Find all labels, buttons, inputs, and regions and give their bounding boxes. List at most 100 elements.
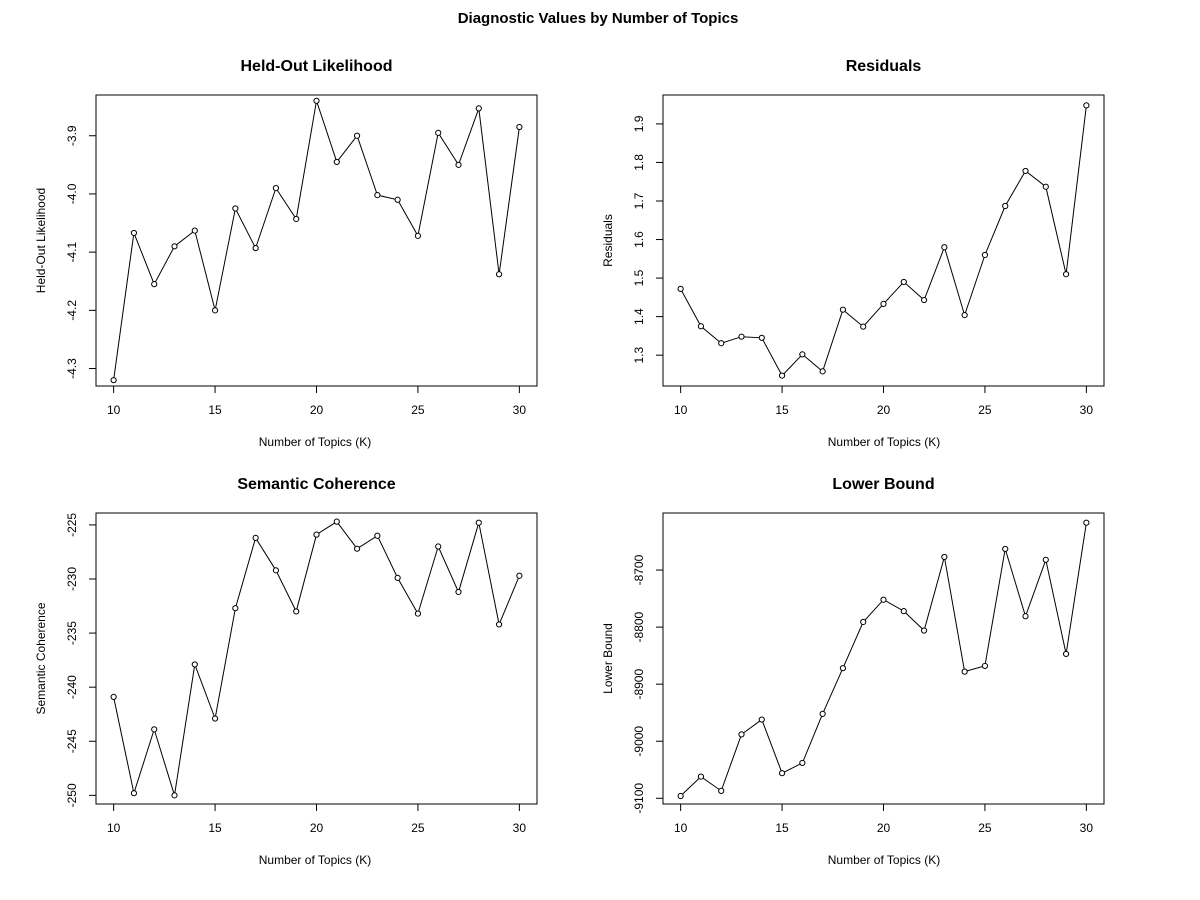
data-point xyxy=(981,251,989,259)
y-tick-label: -8900 xyxy=(632,669,646,700)
x-tick-label: 20 xyxy=(877,403,891,417)
data-point xyxy=(758,334,765,341)
x-tick-label: 25 xyxy=(978,821,992,835)
data-point xyxy=(981,662,989,670)
figure-title: Diagnostic Values by Number of Topics xyxy=(458,10,739,27)
y-tick-label: -9100 xyxy=(632,783,646,814)
data-point xyxy=(900,278,907,286)
data-point xyxy=(758,716,765,723)
plot-frame xyxy=(662,512,1105,805)
data-point xyxy=(1022,613,1029,620)
data-point xyxy=(272,185,280,192)
data-point xyxy=(455,161,462,168)
y-tick-label: 1.4 xyxy=(632,308,646,325)
data-point xyxy=(1083,519,1090,526)
x-tick-label: 20 xyxy=(310,821,324,835)
data-point xyxy=(171,243,178,250)
data-point xyxy=(353,132,361,139)
x-axis-label: Number of Topics (K) xyxy=(259,435,371,449)
data-point xyxy=(1042,556,1049,563)
data-point xyxy=(516,123,523,131)
y-tick-label: -235 xyxy=(65,621,79,645)
y-tick-label: 1.5 xyxy=(632,269,646,286)
data-point xyxy=(1002,545,1009,553)
data-point xyxy=(394,196,401,203)
data-point xyxy=(110,693,117,701)
data-point xyxy=(860,618,867,626)
x-tick-label: 30 xyxy=(1080,821,1094,835)
plot-frame xyxy=(95,512,538,805)
x-tick-label: 15 xyxy=(775,821,789,835)
series-line xyxy=(113,521,520,796)
data-point xyxy=(435,129,442,136)
panel-residuals: Residuals 10 15 20 25 30 1.3 1.4 1.5 1.6 1.7 1.8 1.9… xyxy=(601,58,1105,449)
data-point xyxy=(920,296,928,304)
y-axis-label: Residuals xyxy=(601,214,615,267)
data-point xyxy=(941,553,948,561)
data-point xyxy=(293,215,300,223)
data-point xyxy=(475,519,482,526)
data-point xyxy=(961,668,968,675)
y-tick-label: 1.6 xyxy=(632,231,646,248)
data-point xyxy=(697,773,705,780)
data-point xyxy=(252,534,259,541)
data-point xyxy=(475,105,482,112)
panel-title: Semantic Coherence xyxy=(237,476,395,493)
x-tick-label: 20 xyxy=(877,821,891,835)
data-point xyxy=(718,787,725,794)
data-point xyxy=(738,333,745,340)
y-tick-label: -8700 xyxy=(632,554,646,585)
data-point xyxy=(839,665,847,672)
y-tick-label: -9000 xyxy=(632,726,646,757)
data-point xyxy=(799,759,806,767)
y-tick-label: 1.3 xyxy=(632,347,646,364)
data-point xyxy=(374,192,381,199)
data-point xyxy=(697,323,705,330)
panel-title: Lower Bound xyxy=(832,476,934,493)
data-point xyxy=(272,567,280,574)
data-point xyxy=(171,792,178,799)
plot-frame xyxy=(662,94,1105,387)
data-point xyxy=(900,608,907,615)
data-point xyxy=(151,726,158,733)
data-point xyxy=(880,300,887,308)
x-tick-label: 25 xyxy=(411,821,425,835)
data-point xyxy=(333,158,340,166)
x-tick-label: 10 xyxy=(107,403,121,417)
data-point xyxy=(1062,271,1070,278)
y-axis-label: Held-Out Likelihood xyxy=(34,188,48,293)
x-tick-label: 15 xyxy=(208,403,222,417)
data-point xyxy=(1062,650,1070,658)
x-axis-label: Number of Topics (K) xyxy=(828,435,940,449)
data-point xyxy=(130,229,138,237)
data-point xyxy=(232,605,239,612)
data-point xyxy=(1002,202,1009,210)
panel-title: Residuals xyxy=(846,58,922,75)
data-point xyxy=(211,307,219,314)
y-tick-label: -4.3 xyxy=(65,358,79,379)
data-point xyxy=(435,543,442,550)
data-point xyxy=(313,531,320,538)
panel-lower-bound: Lower Bound 10 15 20 25 30 -9100 -9000 -8900 -880… xyxy=(601,476,1105,867)
data-point xyxy=(819,368,826,375)
x-axis-label: Number of Topics (K) xyxy=(828,853,940,867)
y-tick-label: -240 xyxy=(65,675,79,699)
x-axis-label: Number of Topics (K) xyxy=(259,853,371,867)
data-point xyxy=(738,731,745,738)
x-tick-label: 30 xyxy=(1080,403,1094,417)
y-tick-label: 1.7 xyxy=(632,192,646,209)
y-tick-label: 1.9 xyxy=(632,115,646,132)
data-point xyxy=(778,372,786,379)
data-point xyxy=(313,97,320,104)
y-axis-label: Lower Bound xyxy=(601,623,615,694)
data-point xyxy=(799,351,806,358)
data-point xyxy=(333,518,340,525)
data-point xyxy=(1022,167,1029,175)
data-point xyxy=(191,227,198,234)
panel-title: Held-Out Likelihood xyxy=(241,58,393,75)
data-point xyxy=(1083,102,1090,109)
data-point xyxy=(232,205,239,212)
y-tick-label: -250 xyxy=(65,783,79,807)
data-point xyxy=(920,627,928,634)
data-point xyxy=(839,306,847,313)
